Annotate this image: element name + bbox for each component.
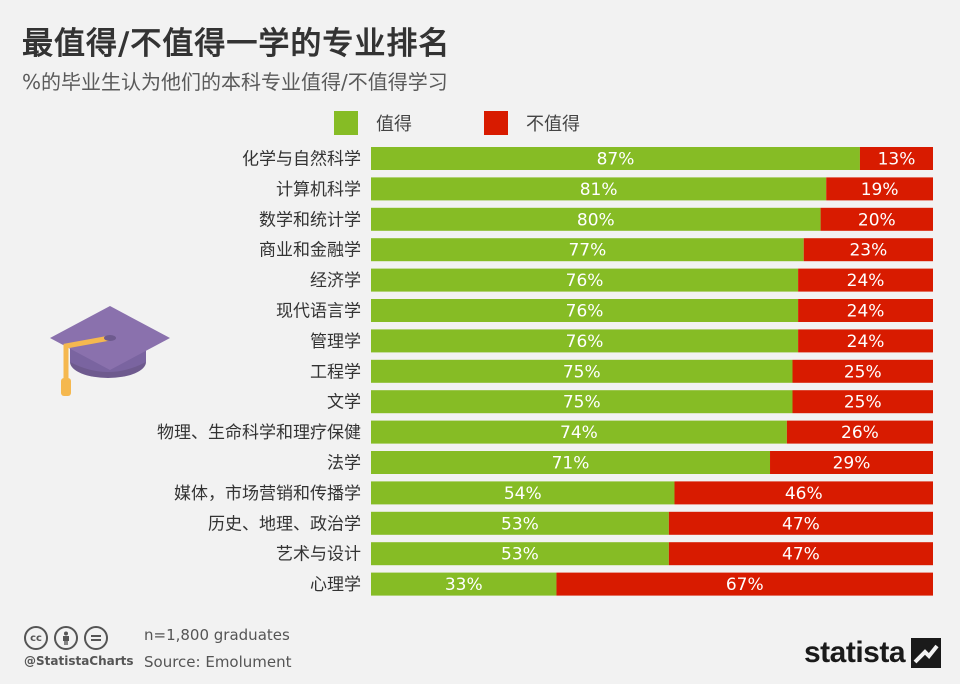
- data-label-worth: 87%: [597, 150, 635, 170]
- bar-worth: [371, 572, 557, 596]
- data-label-worth: 54%: [504, 484, 542, 504]
- category-label: 媒体，市场营销和传播学: [174, 484, 361, 504]
- twitter-handle[interactable]: @StatistaCharts: [24, 654, 134, 668]
- data-label-not-worth: 23%: [849, 241, 887, 261]
- statista-logo[interactable]: statista: [804, 636, 942, 670]
- bar-not-worth: [826, 177, 933, 201]
- data-label-not-worth: 47%: [782, 514, 820, 534]
- category-label: 经济学: [310, 271, 361, 291]
- bar-worth: [371, 207, 821, 231]
- legend: 值得 不值得: [0, 110, 960, 136]
- by-icon[interactable]: [54, 626, 78, 650]
- legend-swatch-worth: [334, 111, 358, 135]
- bar-worth: [371, 268, 799, 292]
- data-label-not-worth: 29%: [833, 454, 871, 474]
- bar-worth: [371, 177, 827, 201]
- data-label-not-worth: 46%: [785, 484, 823, 504]
- data-label-worth: 33%: [445, 575, 483, 595]
- legend-label-not-worth: 不值得: [526, 114, 580, 135]
- bar-not-worth: [803, 238, 933, 262]
- bar-not-worth: [674, 481, 933, 505]
- graduation-cap-icon: [50, 306, 170, 396]
- cc-icon[interactable]: cc: [24, 626, 48, 650]
- license-icons: cc: [24, 626, 108, 650]
- bar-worth: [371, 542, 669, 566]
- legend-swatch-not-worth: [484, 111, 508, 135]
- bar-chart: 化学与自然科学 87% 13% 计算机科学 81% 19% 数学和统计学 80% 20% 商业和金…: [157, 147, 933, 596]
- data-label-not-worth: 26%: [841, 423, 879, 443]
- bar-not-worth: [798, 329, 933, 353]
- sample-size-note: n=1,800 graduates: [144, 626, 290, 644]
- category-label: 历史、地理、政治学: [208, 514, 361, 534]
- data-label-not-worth: 47%: [782, 545, 820, 565]
- data-label-not-worth: 20%: [858, 210, 896, 230]
- legend-item-worth: 值得: [334, 110, 412, 136]
- bar-not-worth: [792, 390, 933, 414]
- category-label: 文学: [327, 393, 361, 413]
- data-label-worth: 80%: [577, 210, 615, 230]
- data-label-worth: 53%: [501, 545, 539, 565]
- data-label-worth: 76%: [566, 302, 604, 322]
- bar-not-worth: [770, 451, 933, 474]
- bar-worth: [371, 451, 771, 474]
- bar-worth: [371, 511, 669, 535]
- bar-worth: [371, 147, 860, 170]
- data-label-not-worth: 67%: [726, 575, 764, 595]
- bar-not-worth: [556, 572, 933, 596]
- data-label-not-worth: 13%: [878, 150, 916, 170]
- bar-not-worth: [792, 359, 933, 383]
- data-label-worth: 71%: [552, 454, 590, 474]
- data-label-worth: 77%: [568, 241, 606, 261]
- bar-worth: [371, 390, 793, 414]
- category-label: 工程学: [310, 362, 361, 382]
- bar-not-worth: [786, 420, 933, 444]
- bar-not-worth: [668, 511, 933, 535]
- category-label: 心理学: [310, 575, 361, 595]
- data-label-worth: 75%: [563, 393, 601, 413]
- category-label: 计算机科学: [276, 180, 361, 200]
- data-label-worth: 75%: [563, 362, 601, 382]
- bar-worth: [371, 299, 799, 322]
- data-label-not-worth: 25%: [844, 362, 882, 382]
- data-label-not-worth: 25%: [844, 393, 882, 413]
- category-label: 数学和统计学: [259, 210, 361, 230]
- statista-logo-icon: [911, 638, 942, 668]
- bar-not-worth: [668, 542, 933, 566]
- footer: cc @StatistaCharts n=1,800 graduates Sou…: [0, 618, 960, 684]
- bar-not-worth: [820, 207, 933, 231]
- category-label: 商业和金融学: [259, 241, 361, 261]
- bar-not-worth: [798, 299, 933, 322]
- bar-worth: [371, 238, 804, 262]
- bar-worth: [371, 359, 793, 383]
- data-label-worth: 53%: [501, 514, 539, 534]
- bar-not-worth: [859, 147, 933, 170]
- bar-worth: [371, 329, 799, 353]
- category-label: 物理、生命科学和理疗保健: [157, 423, 361, 443]
- data-label-not-worth: 24%: [847, 271, 885, 291]
- data-label-not-worth: 24%: [847, 332, 885, 352]
- data-label-worth: 74%: [560, 423, 598, 443]
- category-label: 法学: [327, 454, 361, 474]
- chart-subtitle: %的毕业生认为他们的本科专业值得/不值得学习: [22, 70, 448, 94]
- nd-icon[interactable]: [84, 626, 108, 650]
- category-label: 艺术与设计: [276, 545, 361, 565]
- category-label: 化学与自然科学: [242, 150, 361, 170]
- chart-title: 最值得/不值得一学的专业排名: [22, 26, 451, 62]
- data-label-worth: 76%: [566, 271, 604, 291]
- legend-item-not-worth: 不值得: [484, 110, 580, 136]
- category-label: 现代语言学: [276, 302, 361, 322]
- brand-name: statista: [804, 636, 906, 669]
- category-label: 管理学: [310, 332, 361, 352]
- data-label-worth: 81%: [580, 180, 618, 200]
- data-label-not-worth: 24%: [847, 302, 885, 322]
- source-note: Source: Emolument: [144, 653, 292, 671]
- bar-worth: [371, 481, 675, 505]
- data-label-not-worth: 19%: [861, 180, 899, 200]
- bar-not-worth: [798, 268, 933, 292]
- legend-label-worth: 值得: [376, 114, 412, 135]
- data-label-worth: 76%: [566, 332, 604, 352]
- bar-worth: [371, 420, 787, 444]
